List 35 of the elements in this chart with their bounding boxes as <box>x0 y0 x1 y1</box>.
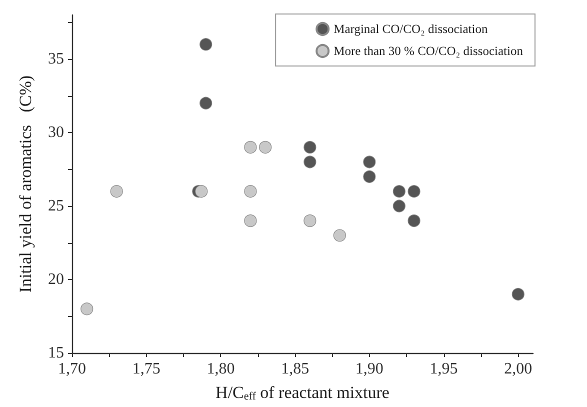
point <box>110 185 123 198</box>
point <box>408 185 420 198</box>
point <box>304 214 316 228</box>
legend-label: More than 30 % CO/CO₂ dissociation <box>334 44 524 58</box>
point <box>244 140 257 154</box>
point <box>259 140 272 154</box>
point <box>200 96 212 110</box>
point <box>512 288 524 301</box>
x-tick-label: 1,85 <box>281 360 310 378</box>
x-tick-label: 1,75 <box>132 360 160 378</box>
y-tick-label: 20 <box>48 271 64 288</box>
x-tick-label: 1,70 <box>58 360 86 378</box>
point <box>333 229 346 242</box>
point <box>392 185 406 198</box>
x-tick-label: 1,95 <box>430 360 458 378</box>
legend-label: Marginal CO/CO₂ dissociation <box>334 22 488 36</box>
y-tick-label: 25 <box>48 198 64 215</box>
point <box>195 185 208 198</box>
point <box>244 214 257 228</box>
y-tick-label: 35 <box>48 50 64 68</box>
point <box>363 170 376 183</box>
point <box>244 185 257 198</box>
point <box>363 156 376 168</box>
point <box>80 302 94 316</box>
x-tick-label: 1,80 <box>206 360 235 378</box>
point <box>392 200 406 212</box>
x-tick-label: 2,00 <box>504 360 532 378</box>
point <box>304 140 316 154</box>
point <box>304 156 316 168</box>
y-tick-label: 30 <box>48 124 64 142</box>
x-tick-label: 1,90 <box>355 360 384 378</box>
point <box>408 214 420 228</box>
y-axis-title: Initial yield of aromatics (C%) <box>16 75 35 293</box>
point <box>200 38 212 51</box>
y-tick-label: 15 <box>48 344 64 362</box>
